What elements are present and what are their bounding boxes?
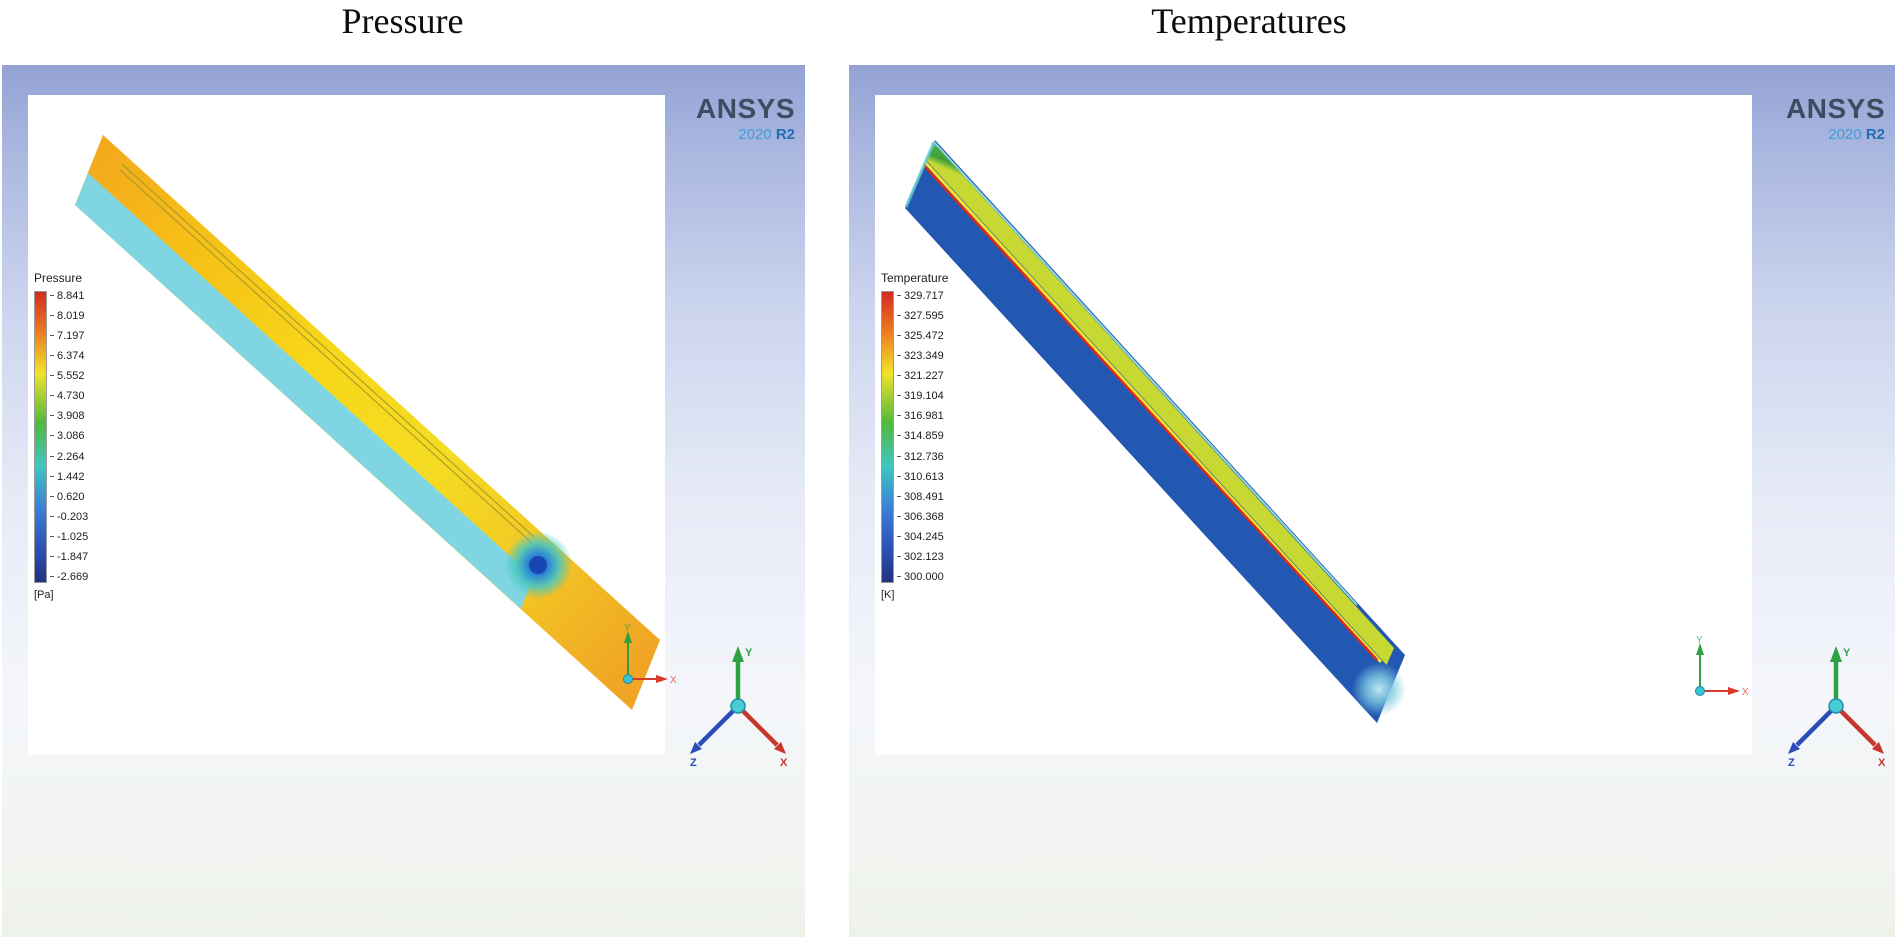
legend-tick: -1.025 [50, 531, 88, 543]
ansys-logo: ANSYS 2020 R2 [696, 93, 795, 143]
colorbar [34, 291, 47, 583]
pressure-plate [75, 135, 660, 710]
legend-tick: 304.245 [897, 531, 944, 543]
triad-x-arrow [774, 742, 786, 754]
panel-title-pressure: Pressure [341, 1, 464, 41]
legend-tick: 312.736 [897, 451, 944, 463]
legend-ticks: 8.841 8.019 7.197 6.374 5.552 4.730 3.908 3.086… [50, 291, 88, 583]
legend-tick: 302.123 [897, 551, 944, 563]
legend-title: Pressure [34, 271, 83, 285]
orientation-triad[interactable]: Y X Z [688, 644, 793, 769]
legend-unit: [K] [881, 589, 895, 601]
legend-tick: 306.368 [897, 511, 944, 523]
triad-y-arrow [1830, 646, 1842, 662]
y-arrow [624, 631, 632, 643]
ansys-logo-year: 2020 [738, 126, 772, 143]
ansys-logo-year: 2020 [1828, 126, 1862, 143]
triad-z-label: Z [690, 757, 697, 769]
legend-tick: 3.086 [50, 431, 88, 442]
temperature-contour-plot [904, 140, 1406, 723]
hot-yellow-streak [923, 160, 1383, 664]
pressure-low-band [75, 173, 533, 609]
inlet-edge [904, 141, 936, 208]
legend-tick: -0.203 [50, 511, 88, 523]
legend-tick: 308.491 [897, 491, 944, 503]
triad-z-label: Z [1788, 757, 1795, 769]
channel-wall-line [121, 163, 535, 538]
triad-z-arrow [1788, 742, 1800, 754]
mini-axis-x-label: X [670, 675, 677, 686]
legend-unit: [Pa] [34, 589, 54, 601]
triad-y-label: Y [745, 647, 753, 659]
orientation-triad[interactable]: Y X Z [1786, 644, 1891, 769]
ansys-logo-release: R2 [775, 126, 795, 143]
mini-axis-y-label: Y [1696, 635, 1703, 646]
panel-title-temperatures: Temperatures [1151, 1, 1347, 41]
low-pressure-core [529, 556, 547, 574]
legend-tick: 4.730 [50, 391, 88, 402]
origin-dot [623, 674, 633, 684]
legend-tick: 314.859 [897, 431, 944, 442]
legend-tick: 323.349 [897, 351, 944, 362]
legend-tick: -2.669 [50, 571, 88, 583]
plot-canvas-pressure[interactable]: Pressure 8.841 8.019 7.197 6.374 5.552 4.730 3… [28, 95, 677, 755]
ansys-logo-brand: ANSYS [1786, 93, 1885, 124]
mini-axis-indicator: Y X [1695, 635, 1749, 698]
mini-axis-y-label: Y [624, 623, 631, 634]
mini-axis-indicator: Y X [623, 623, 677, 686]
legend-title: Temperature [881, 271, 949, 285]
triad-x-arrow [1872, 742, 1884, 754]
origin-dot [1695, 686, 1705, 696]
legend-tick: 325.472 [897, 331, 944, 342]
x-arrow [1728, 687, 1740, 695]
triad-y-arrow [732, 646, 744, 662]
hot-green-band [926, 143, 1394, 665]
ansys-logo-version: 2020 R2 [696, 127, 795, 142]
outlet-plume [1352, 662, 1406, 716]
legend-tick: 1.442 [50, 471, 88, 483]
legend-tick: -1.847 [50, 551, 88, 563]
legend-tick: 3.908 [50, 411, 88, 422]
pressure-contour-plot [75, 135, 660, 710]
legend-tick: 327.595 [897, 311, 944, 322]
triad-y-label: Y [1843, 647, 1851, 659]
legend-tick: 310.613 [897, 471, 944, 483]
viewport-pressure: ANSYS 2020 R2 [2, 65, 805, 937]
legend-tick: 8.841 [50, 291, 88, 302]
mini-axis-x-label: X [1742, 687, 1749, 698]
legend-tick: 5.552 [50, 371, 88, 382]
legend-tick: 6.374 [50, 351, 88, 362]
temperature-plate [905, 140, 1405, 723]
hot-red-streak [923, 164, 1378, 661]
viewport-temperature: ANSYS 2020 R2 [849, 65, 1895, 937]
legend-tick: 2.264 [50, 451, 88, 463]
ansys-logo: ANSYS 2020 R2 [1786, 93, 1885, 143]
legend-temperature: Temperature 329.717 327.595 325.472 323.349… [881, 271, 948, 601]
plot-canvas-temperature[interactable]: Temperature 329.717 327.595 325.472 323.349… [875, 95, 1752, 755]
cool-top-edge [933, 141, 1358, 606]
legend-tick: 329.717 [897, 291, 944, 302]
channel-wall-line [119, 169, 533, 544]
ansys-logo-release: R2 [1865, 126, 1885, 143]
legend-tick: 7.197 [50, 331, 88, 342]
ansys-logo-version: 2020 R2 [1786, 127, 1885, 142]
legend-pressure: Pressure 8.841 8.019 7.197 6.374 5.552 4.730 3… [34, 271, 88, 601]
triad-z-arrow [690, 742, 702, 754]
triad-center-sphere [1828, 698, 1844, 714]
triad-center-sphere [730, 698, 746, 714]
legend-tick: 321.227 [897, 371, 944, 382]
triad-x-label: X [780, 757, 788, 769]
ansys-logo-brand: ANSYS [696, 93, 795, 124]
x-arrow [656, 675, 668, 683]
legend-tick: 319.104 [897, 391, 944, 402]
legend-tick: 8.019 [50, 311, 88, 322]
legend-tick: 300.000 [897, 571, 944, 583]
legend-tick: 316.981 [897, 411, 944, 422]
y-arrow [1696, 643, 1704, 655]
legend-ticks: 329.717 327.595 325.472 323.349 321.227 319.1… [897, 291, 944, 583]
colorbar [881, 291, 894, 583]
triad-x-label: X [1878, 757, 1886, 769]
legend-tick: 0.620 [50, 491, 88, 503]
